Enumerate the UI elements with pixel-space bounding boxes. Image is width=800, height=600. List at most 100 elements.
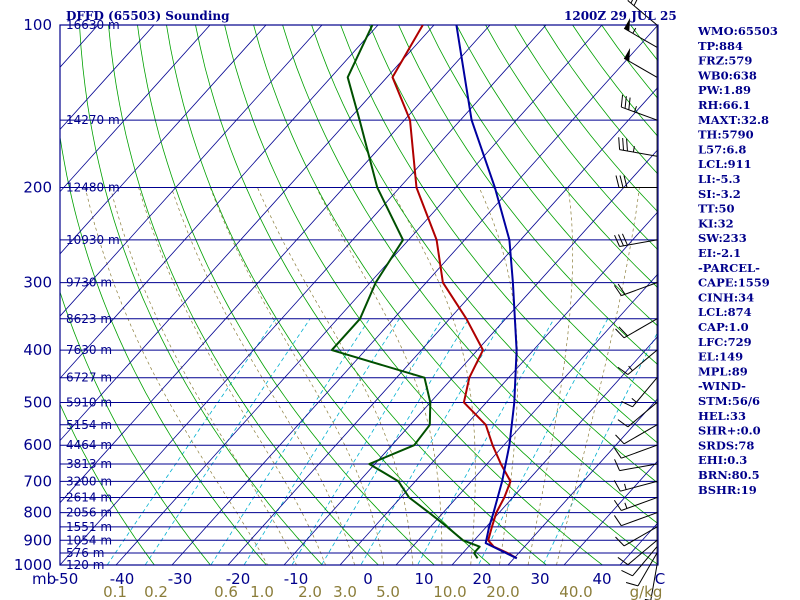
dry-adiabat-line (253, 25, 658, 565)
temperature-tick: 30 (530, 570, 549, 588)
index-value: TH:5790 (698, 128, 754, 142)
wind-barb (615, 175, 657, 189)
index-value: WB0:638 (697, 68, 757, 82)
pressure-label: 700 (23, 472, 52, 490)
wind-barb (617, 402, 658, 428)
height-label: 1054 m (66, 533, 112, 547)
height-label: 2056 m (66, 506, 112, 520)
mixing-ratio-tick: 1.0 (250, 583, 274, 600)
wind-barb-half-flag (632, 146, 635, 153)
temperature-tick: -20 (226, 570, 251, 588)
wind-barb (617, 539, 658, 566)
mixing-ratio-tick: 0.1 (103, 583, 127, 600)
wind-barb-flag (613, 499, 622, 511)
moist-adiabat-line (316, 187, 443, 565)
isotherm-line (115, 25, 603, 565)
wind-barb (615, 424, 658, 445)
isotherm-line (227, 86, 658, 565)
mixing-ratio-line (243, 318, 400, 565)
index-value: FRZ:579 (698, 54, 752, 68)
wind-barb-flag (617, 283, 626, 295)
isotherm-line (283, 148, 658, 565)
temperature-tick: -30 (168, 570, 193, 588)
mixing-ratio-tick: 0.6 (214, 583, 238, 600)
wind-barb-flag (633, 0, 638, 6)
wind-barb-flag (617, 419, 629, 428)
pressure-unit-label: mb (32, 570, 56, 588)
dry-adiabat-line (398, 25, 658, 366)
wind-barb (614, 233, 658, 247)
plot-border (59, 24, 659, 566)
pressure-label: 200 (23, 179, 52, 197)
isotherm-line (60, 25, 155, 131)
wind-barb-staff (623, 424, 658, 445)
height-label: 2614 m (66, 491, 112, 505)
wind-barb-flag (613, 447, 622, 459)
temperature-line (391, 25, 518, 560)
wind-barb-staff (623, 27, 658, 48)
isotherm-line (60, 25, 267, 255)
isotherm-line (60, 25, 491, 504)
pressure-label: 500 (23, 393, 52, 411)
wind-barb (623, 47, 658, 78)
pressure-label: 900 (23, 531, 52, 549)
mixing-ratio-line (360, 318, 505, 565)
dry-adiabat-line (137, 25, 435, 565)
index-value: -PARCEL- (698, 261, 760, 275)
wind-barb-flag (623, 175, 628, 188)
index-value: EI:-2.1 (698, 246, 741, 260)
isotherm-line (339, 211, 658, 565)
wind-barb-flag (621, 569, 633, 577)
wind-barb-staff (621, 282, 658, 297)
dry-adiabat-line (108, 25, 379, 565)
height-label: 120 m (66, 558, 104, 572)
dry-adiabat-line (485, 25, 658, 251)
wind-barb-staff (623, 318, 658, 339)
wind-barb-flag (617, 366, 629, 375)
index-value: L57:6.8 (698, 142, 746, 156)
mixing-ratio-tick: 3.0 (333, 583, 357, 600)
wind-barb-flag (619, 175, 624, 188)
index-value: WMO:65503 (697, 24, 778, 38)
wind-barb-flag (615, 536, 625, 547)
index-value: SI:-3.2 (698, 187, 741, 201)
height-label: 10930 m (66, 233, 120, 247)
index-value: BRN:80.5 (698, 468, 760, 482)
isotherm-line (60, 25, 211, 193)
height-label: 5910 m (66, 395, 112, 409)
wind-barb-flag (626, 138, 628, 152)
wind-barb-flag (625, 581, 639, 587)
mixing-ratio-tick: 5.0 (376, 583, 400, 600)
index-value: SHR+:0.0 (698, 424, 761, 438)
index-value: KI:32 (698, 216, 734, 230)
wind-barb-flag (614, 459, 621, 471)
moist-adiabat-line (171, 187, 356, 565)
wind-barb-staff (627, 402, 658, 428)
height-label: 3200 m (66, 474, 112, 488)
wind-barb-staff (627, 349, 658, 375)
wind-barb (617, 349, 658, 375)
height-label: 7630 m (66, 343, 112, 357)
wind-barb-flag (615, 328, 625, 339)
height-label: 14270 m (66, 113, 120, 127)
parcel-line (455, 25, 518, 560)
dewpoint-line (330, 25, 481, 559)
index-value: RH:66.1 (698, 98, 751, 112)
height-label: 1551 m (66, 520, 112, 534)
dry-adiabat-line (195, 25, 548, 565)
wind-barb (615, 526, 658, 547)
dry-adiabat-line (427, 25, 658, 327)
dry-adiabat-line (60, 134, 267, 565)
height-label: 576 m (66, 546, 104, 560)
wind-barb-staff (623, 526, 658, 547)
wind-barb-flag (628, 97, 631, 110)
mixing-ratio-tick: g/kg (630, 583, 663, 600)
wind-barb-flag (630, 0, 634, 4)
height-label: 16630 m (66, 18, 120, 32)
wind-barb (625, 552, 658, 587)
index-value: EHI:0.3 (698, 453, 747, 467)
pressure-label: 300 (23, 274, 52, 292)
wind-barb-flag (622, 137, 625, 151)
wind-barb (615, 318, 658, 339)
wind-barb-half-flag (628, 365, 633, 372)
